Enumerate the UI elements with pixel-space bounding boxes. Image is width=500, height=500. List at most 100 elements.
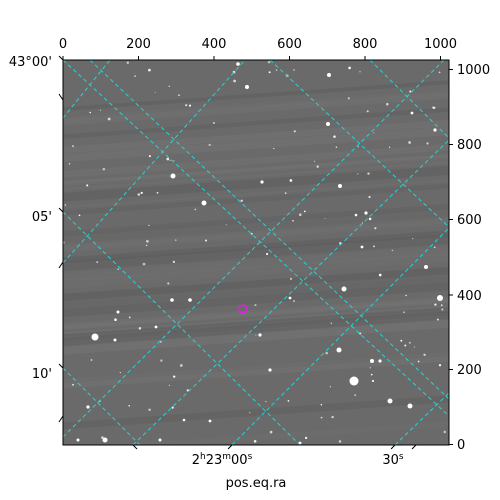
background-band: [63, 308, 449, 343]
faint-star: [172, 260, 176, 264]
faint-star: [441, 308, 444, 311]
faint-star: [408, 141, 411, 144]
faint-star: [128, 316, 131, 319]
top-tick-label: 600: [277, 37, 302, 52]
faint-star: [240, 199, 243, 202]
background-band: [63, 219, 449, 253]
faint-star: [268, 71, 271, 74]
faint-star: [417, 360, 420, 363]
star: [154, 325, 158, 329]
star: [102, 437, 108, 443]
faint-star: [324, 217, 326, 219]
background-band: [63, 183, 449, 216]
faint-star: [320, 403, 323, 406]
faint-star: [119, 372, 121, 374]
star: [326, 122, 330, 126]
faint-star: [90, 359, 93, 361]
faint-star: [289, 179, 293, 182]
faint-star: [359, 332, 362, 335]
star: [433, 128, 437, 132]
faint-star: [413, 346, 415, 348]
faint-star: [388, 146, 391, 148]
top-tick-200: 200: [126, 37, 151, 60]
faint-star: [208, 143, 211, 147]
faint-star: [265, 252, 269, 256]
faint-star: [373, 132, 375, 134]
faint-star: [405, 294, 407, 297]
top-tick-1000: 1000: [424, 37, 457, 60]
faint-star: [436, 318, 439, 321]
top-tick-800: 800: [353, 37, 377, 60]
dec-tick-label: 10': [32, 367, 52, 382]
faint-star: [423, 353, 426, 356]
faint-star: [273, 147, 275, 150]
background-band: [63, 144, 449, 178]
top-pixel-axis: 0 200 400 600 800 1000: [59, 37, 457, 60]
faint-star: [320, 416, 323, 419]
faint-star: [403, 311, 405, 314]
faint-star: [179, 364, 183, 367]
background-band: [63, 352, 449, 383]
faint-star: [359, 71, 361, 73]
faint-star: [72, 383, 74, 386]
background-band: [63, 165, 449, 202]
background-band: [63, 355, 449, 389]
faint-star: [368, 195, 371, 199]
faint-star: [443, 430, 447, 434]
faint-star: [134, 75, 136, 77]
faint-star: [440, 304, 443, 307]
faint-star: [303, 210, 306, 213]
right-tick-0: 0: [449, 438, 465, 453]
faint-star: [404, 344, 407, 347]
faint-star: [89, 111, 91, 114]
top-tick-400: 400: [202, 37, 226, 60]
faint-star: [357, 146, 359, 148]
faint-star: [114, 318, 117, 322]
background-band: [63, 309, 449, 340]
faint-star: [313, 160, 316, 162]
faint-star: [293, 130, 296, 133]
background-band: [63, 421, 449, 445]
faint-star: [138, 327, 142, 330]
faint-star: [169, 159, 171, 162]
star: [338, 184, 342, 188]
faint-star: [168, 85, 170, 87]
faint-star: [432, 106, 435, 109]
faint-star: [148, 155, 151, 158]
faint-star: [287, 400, 290, 402]
faint-star: [140, 191, 143, 195]
faint-star: [335, 146, 338, 148]
faint-star: [156, 191, 159, 194]
ra-axis: 2h23m00s 30s: [132, 444, 417, 468]
star: [208, 419, 212, 423]
star: [182, 418, 186, 422]
background-band: [63, 214, 449, 251]
grid-line: [132, 139, 449, 445]
faint-star: [374, 227, 377, 230]
right-tick-600: 600: [449, 213, 482, 228]
faint-star: [367, 172, 370, 175]
faint-star: [160, 341, 162, 343]
star: [76, 438, 80, 442]
star: [336, 347, 342, 353]
faint-star: [146, 239, 149, 243]
faint-star: [385, 102, 389, 106]
background-band: [63, 252, 449, 289]
faint-star: [331, 415, 334, 419]
faint-star: [167, 282, 170, 285]
grid-line: [269, 60, 449, 228]
star: [86, 405, 90, 409]
star: [91, 333, 99, 341]
faint-star: [347, 97, 350, 100]
star: [327, 73, 331, 77]
dec-tick-label: 05': [32, 210, 52, 225]
background-band: [63, 296, 449, 329]
background-band: [63, 207, 449, 241]
background-band: [63, 119, 449, 154]
faint-star: [96, 261, 99, 263]
dec-tick-label: 43°00': [9, 55, 52, 70]
faint-star: [148, 408, 151, 412]
star: [268, 368, 272, 372]
right-tick-label: 1000: [457, 63, 490, 78]
background-band: [63, 155, 449, 191]
